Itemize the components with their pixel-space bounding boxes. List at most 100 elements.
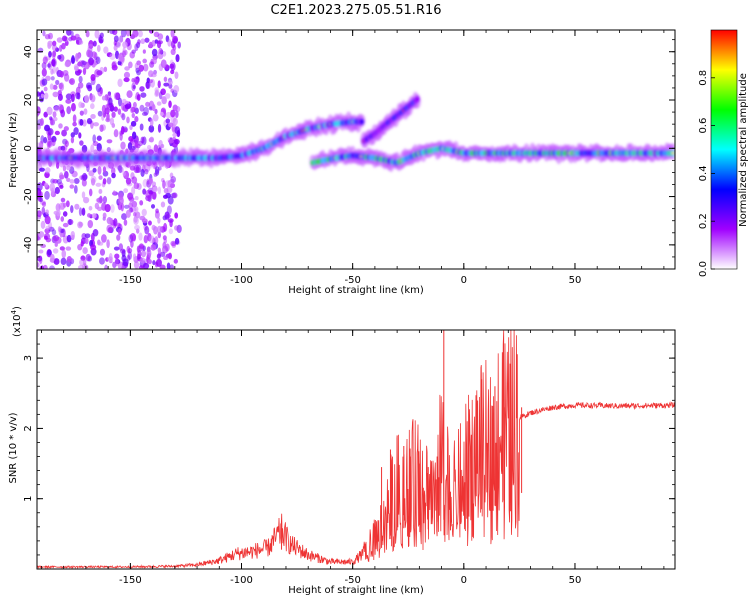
noise-blob	[49, 116, 53, 121]
noise-blob	[56, 37, 63, 43]
noise-blob	[150, 73, 157, 78]
noise-blob	[163, 222, 168, 232]
noise-blob	[132, 30, 139, 38]
noise-blob	[165, 93, 171, 99]
noise-blob	[134, 116, 139, 123]
noise-blob	[41, 201, 47, 207]
noise-blob	[101, 95, 106, 101]
noise-blob	[166, 262, 171, 269]
snr-x-tick-label: -100	[230, 575, 253, 586]
noise-blob	[58, 82, 63, 90]
noise-blob	[78, 101, 83, 109]
noise-blob	[76, 53, 81, 60]
noise-blob	[153, 225, 158, 235]
noise-blob	[39, 197, 44, 203]
noise-blob	[174, 138, 180, 145]
noise-blob	[97, 166, 102, 175]
noise-blob	[40, 220, 46, 229]
noise-blob	[101, 234, 107, 243]
noise-blob	[78, 207, 83, 217]
noise-blob	[44, 92, 49, 100]
noise-blob	[74, 65, 79, 72]
noise-blob	[50, 68, 54, 75]
noise-blob	[106, 217, 113, 225]
noise-blob	[134, 196, 139, 201]
noise-blob	[157, 217, 161, 224]
noise-blob	[57, 93, 63, 102]
noise-blob	[157, 186, 162, 195]
noise-blob	[65, 93, 72, 100]
noise-blob	[51, 58, 57, 68]
noise-blob	[111, 172, 116, 179]
noise-blob	[107, 256, 114, 262]
band-main	[37, 111, 366, 169]
noise-blob	[90, 144, 95, 153]
noise-blob	[52, 91, 59, 98]
noise-blob	[60, 257, 67, 266]
noise-blob	[140, 92, 147, 98]
noise-blob	[141, 111, 148, 117]
noise-blob	[157, 33, 164, 40]
noise-blob	[168, 228, 174, 235]
noise-blob	[52, 65, 56, 74]
noise-blob	[136, 94, 141, 101]
noise-blob	[131, 112, 135, 118]
noise-blob	[173, 85, 180, 94]
noise-blob	[176, 224, 182, 234]
noise-blob	[142, 58, 148, 64]
noise-blob	[53, 258, 60, 265]
noise-blob	[122, 41, 128, 49]
noise-blob	[62, 69, 69, 76]
noise-blob	[119, 248, 126, 254]
noise-blob	[109, 117, 115, 126]
noise-blob	[59, 174, 65, 180]
noise-blob	[140, 38, 146, 45]
noise-blob	[162, 194, 168, 199]
noise-blob	[82, 67, 87, 76]
noise-blob	[102, 178, 107, 185]
spectrogram-y-tick-label: -20	[23, 188, 34, 204]
noise-blob	[42, 56, 48, 64]
noise-blob	[98, 36, 104, 44]
noise-blob	[169, 63, 175, 69]
noise-blob	[70, 136, 75, 144]
noise-blob	[174, 71, 179, 80]
noise-blob	[136, 60, 142, 66]
noise-blob	[52, 111, 57, 118]
noise-blob	[151, 104, 156, 112]
noise-blob	[88, 188, 93, 197]
noise-blob	[168, 100, 172, 108]
noise-blob	[73, 185, 78, 194]
noise-blob	[61, 249, 67, 259]
spectrogram-x-ticks: -150 -100 -50 0 50	[41, 30, 665, 286]
noise-blob	[124, 127, 128, 133]
noise-blob	[92, 40, 97, 47]
band-upper	[360, 91, 421, 149]
snr-x-tick-label: -150	[119, 575, 142, 586]
noise-blob	[77, 221, 83, 229]
noise-blob	[144, 168, 149, 175]
noise-blob	[106, 139, 113, 144]
noise-blob	[137, 39, 141, 45]
noise-blob	[133, 182, 140, 190]
noise-blob	[62, 222, 69, 228]
noise-blob	[44, 33, 51, 40]
noise-blob	[44, 124, 51, 132]
noise-blob	[43, 182, 49, 188]
noise-blob	[125, 177, 132, 185]
noise-blob	[41, 206, 46, 216]
snr-x-label: Height of straight line (km)	[288, 585, 424, 596]
noise-blob	[37, 255, 43, 262]
noise-blob	[175, 110, 179, 119]
noise-blob	[131, 49, 136, 54]
noise-blob	[156, 40, 162, 49]
noise-blob	[39, 118, 44, 126]
colorbar: 0.0 0.2 0.4 0.6 0.8 Normalized spectral ampl…	[698, 29, 749, 277]
noise-blob	[174, 225, 179, 231]
noise-blob	[141, 218, 148, 224]
noise-blob	[145, 81, 151, 90]
noise-blob	[38, 231, 45, 238]
noise-blob	[111, 111, 116, 118]
noise-blob	[45, 75, 51, 81]
noise-blob	[106, 239, 110, 249]
